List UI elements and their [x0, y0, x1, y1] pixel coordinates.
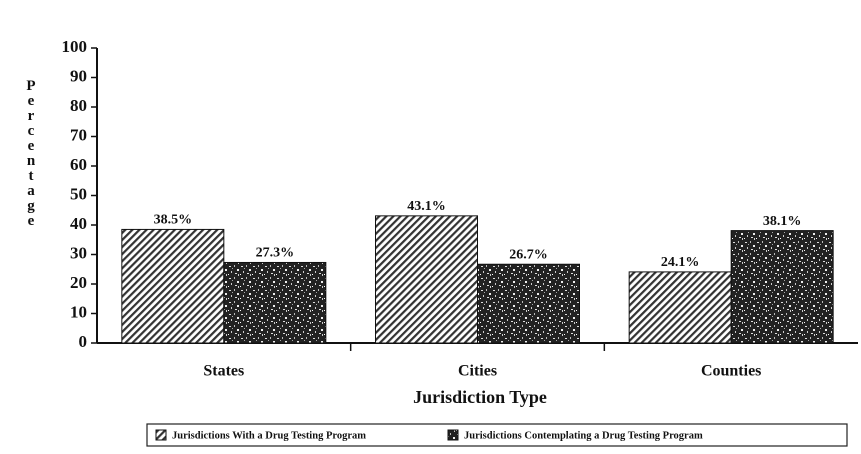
y-tick-label: 100 — [62, 37, 88, 56]
value-label: 27.3% — [256, 246, 295, 261]
y-axis-title: Percentage — [23, 78, 39, 228]
bar — [121, 228, 225, 344]
value-label: 26.7% — [509, 247, 548, 262]
bar — [628, 271, 732, 344]
x-axis-title: Jurisdiction Type — [413, 387, 547, 407]
x-tick-label: States — [203, 363, 244, 380]
y-tick-label: 0 — [79, 332, 88, 351]
y-tick-label: 80 — [70, 96, 87, 115]
y-tick-label: 90 — [70, 66, 87, 85]
value-label: 38.1% — [763, 214, 802, 229]
legend-swatch — [155, 429, 167, 441]
legend-label: Jurisdictions With a Drug Testing Progra… — [172, 430, 366, 441]
value-label: 38.5% — [154, 213, 193, 228]
bar — [730, 230, 834, 344]
bar — [223, 261, 327, 344]
y-tick-label: 50 — [70, 184, 87, 203]
y-tick-label: 70 — [70, 125, 87, 144]
y-tick-label: 30 — [70, 243, 87, 262]
y-tick-label: 20 — [70, 273, 87, 292]
value-label: 24.1% — [661, 255, 700, 270]
legend-label: Jurisdictions Contemplating a Drug Testi… — [464, 430, 703, 441]
y-tick-label: 10 — [70, 302, 87, 321]
y-tick-label: 40 — [70, 214, 87, 233]
value-label: 43.1% — [407, 199, 446, 214]
legend-box — [146, 423, 848, 447]
x-tick-label: Counties — [701, 363, 761, 380]
bar — [477, 263, 580, 344]
x-tick-label: Cities — [458, 363, 497, 380]
bar — [375, 215, 478, 344]
y-tick-label: 60 — [70, 155, 87, 174]
legend-swatch — [447, 429, 459, 441]
